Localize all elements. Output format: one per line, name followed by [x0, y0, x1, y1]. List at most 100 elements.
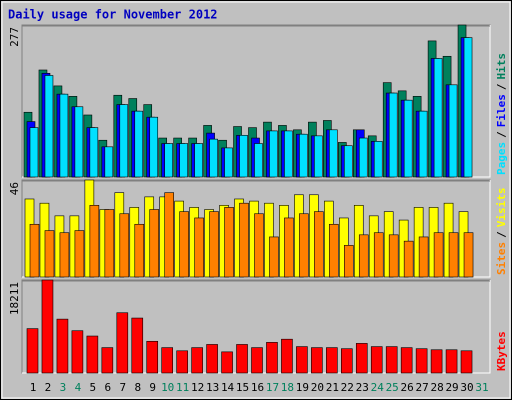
x-tick-label: 26	[401, 381, 414, 394]
bar	[59, 232, 70, 278]
bar	[269, 236, 279, 278]
legend: KBytes	[495, 331, 508, 371]
x-tick-label: 14	[221, 381, 235, 394]
x-tick-label: 8	[134, 381, 141, 394]
bar	[74, 106, 84, 178]
x-tick-label: 21	[326, 381, 339, 394]
bar	[299, 133, 308, 178]
bar	[41, 279, 54, 374]
legend-separator: /	[495, 131, 508, 138]
legend-entry: KBytes	[495, 331, 508, 371]
bar	[430, 349, 443, 374]
bar	[146, 340, 159, 374]
bar	[418, 110, 428, 178]
bar	[415, 348, 428, 374]
bar	[194, 143, 203, 178]
bar	[463, 232, 474, 278]
bar	[89, 205, 100, 278]
bar	[284, 217, 294, 278]
bar	[445, 349, 458, 374]
bar	[388, 92, 398, 178]
legend: Sites / Visits	[495, 188, 508, 276]
bar	[71, 330, 84, 374]
bar	[86, 335, 99, 374]
bar	[74, 230, 85, 278]
bar	[221, 351, 233, 374]
bar	[26, 328, 39, 374]
x-tick-label: 16	[251, 381, 264, 394]
y-tick-label: 46	[8, 182, 21, 195]
bar	[164, 143, 173, 178]
bar	[314, 211, 324, 278]
x-tick-label: 24	[371, 381, 385, 394]
x-tick-label: 23	[356, 381, 369, 394]
bar	[56, 318, 69, 374]
legend-entry: Pages	[495, 142, 508, 175]
bar	[149, 116, 159, 178]
legend-separator: /	[495, 83, 508, 90]
y-tick-label: 18211	[8, 282, 21, 315]
bar	[224, 147, 233, 178]
bar	[358, 234, 369, 278]
bar	[329, 223, 339, 278]
x-tick-label: 20	[311, 381, 324, 394]
bar	[448, 232, 459, 278]
x-tick-label: 22	[341, 381, 354, 394]
bar	[191, 347, 203, 374]
bar	[388, 234, 399, 278]
x-tick-label: 17	[266, 381, 279, 394]
x-tick-label: 5	[90, 381, 97, 394]
x-tick-label: 3	[60, 381, 67, 394]
bar	[134, 223, 145, 278]
bar	[269, 130, 278, 178]
x-tick-label: 28	[430, 381, 443, 394]
chart-title: Daily usage for November 2012	[8, 8, 218, 22]
x-tick-label: 2	[45, 381, 52, 394]
bar	[343, 145, 353, 178]
bar	[329, 129, 338, 178]
bar	[343, 245, 354, 278]
x-tick-label: 9	[149, 381, 156, 394]
bar	[164, 192, 174, 278]
bar	[400, 347, 413, 374]
bar	[194, 217, 204, 278]
bar	[385, 346, 398, 374]
bar	[239, 134, 248, 178]
bar	[179, 143, 188, 178]
bar	[433, 58, 443, 178]
x-tick-label: 6	[105, 381, 112, 394]
bar	[460, 350, 473, 374]
x-tick-label: 27	[416, 381, 429, 394]
bar	[44, 75, 54, 178]
bar	[104, 146, 114, 178]
bar	[299, 213, 309, 278]
bar	[59, 93, 69, 178]
x-tick-label: 1	[30, 381, 37, 394]
bar	[433, 232, 444, 278]
bar	[281, 338, 293, 374]
bar	[373, 232, 384, 278]
x-tick-label: 7	[119, 381, 126, 394]
x-tick-label: 15	[236, 381, 249, 394]
bar	[463, 37, 473, 178]
x-tick-label: 4	[75, 381, 82, 394]
bar	[29, 127, 39, 178]
x-tick-label: 18	[281, 381, 294, 394]
legend-entry: Visits	[495, 188, 508, 228]
x-tick-label: 13	[206, 381, 219, 394]
bar	[296, 346, 308, 374]
bar	[209, 138, 218, 178]
legend-entry: Sites	[495, 242, 508, 275]
bar	[176, 350, 188, 374]
bar	[149, 209, 160, 278]
bar	[403, 240, 414, 278]
bar	[179, 211, 189, 278]
bar	[314, 135, 323, 178]
bar	[448, 84, 458, 178]
bar	[161, 347, 173, 374]
bar	[370, 346, 383, 374]
bar	[254, 143, 263, 178]
x-tick-label: 25	[386, 381, 399, 394]
x-tick-label: 12	[191, 381, 204, 394]
